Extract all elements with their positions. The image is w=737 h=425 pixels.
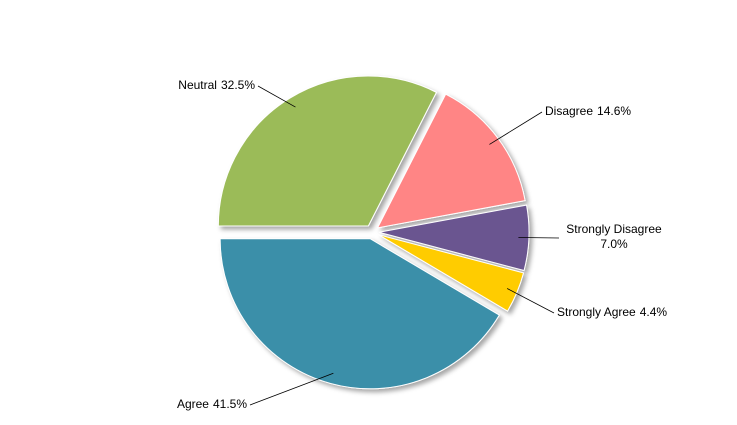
pie-slice (219, 238, 500, 390)
leader-line (257, 85, 296, 108)
data-label: Agree 41.5% (177, 397, 247, 411)
category-label: Disagree (545, 104, 593, 118)
leader-line (489, 111, 543, 145)
pie-slice (376, 93, 526, 229)
data-label: Neutral 32.5% (178, 78, 255, 92)
value-label: 32.5% (221, 78, 255, 92)
pie-slice (217, 75, 438, 227)
leader-line (249, 372, 334, 406)
leader-line (506, 288, 555, 314)
value-label: 7.0% (600, 237, 628, 251)
data-label: Disagree 14.6% (545, 104, 631, 118)
value-label: 41.5% (213, 397, 247, 411)
category-label: Strongly Disagree (566, 222, 662, 236)
data-label: Strongly Agree 4.4% (557, 305, 667, 319)
category-label: Strongly Agree (557, 305, 636, 319)
value-label: 14.6% (597, 104, 631, 118)
data-label: Strongly Disagree 7.0% (566, 222, 662, 251)
pie-slice (378, 234, 525, 312)
category-label: Neutral (178, 78, 217, 92)
value-label: 4.4% (640, 305, 668, 319)
category-label: Agree (177, 397, 209, 411)
